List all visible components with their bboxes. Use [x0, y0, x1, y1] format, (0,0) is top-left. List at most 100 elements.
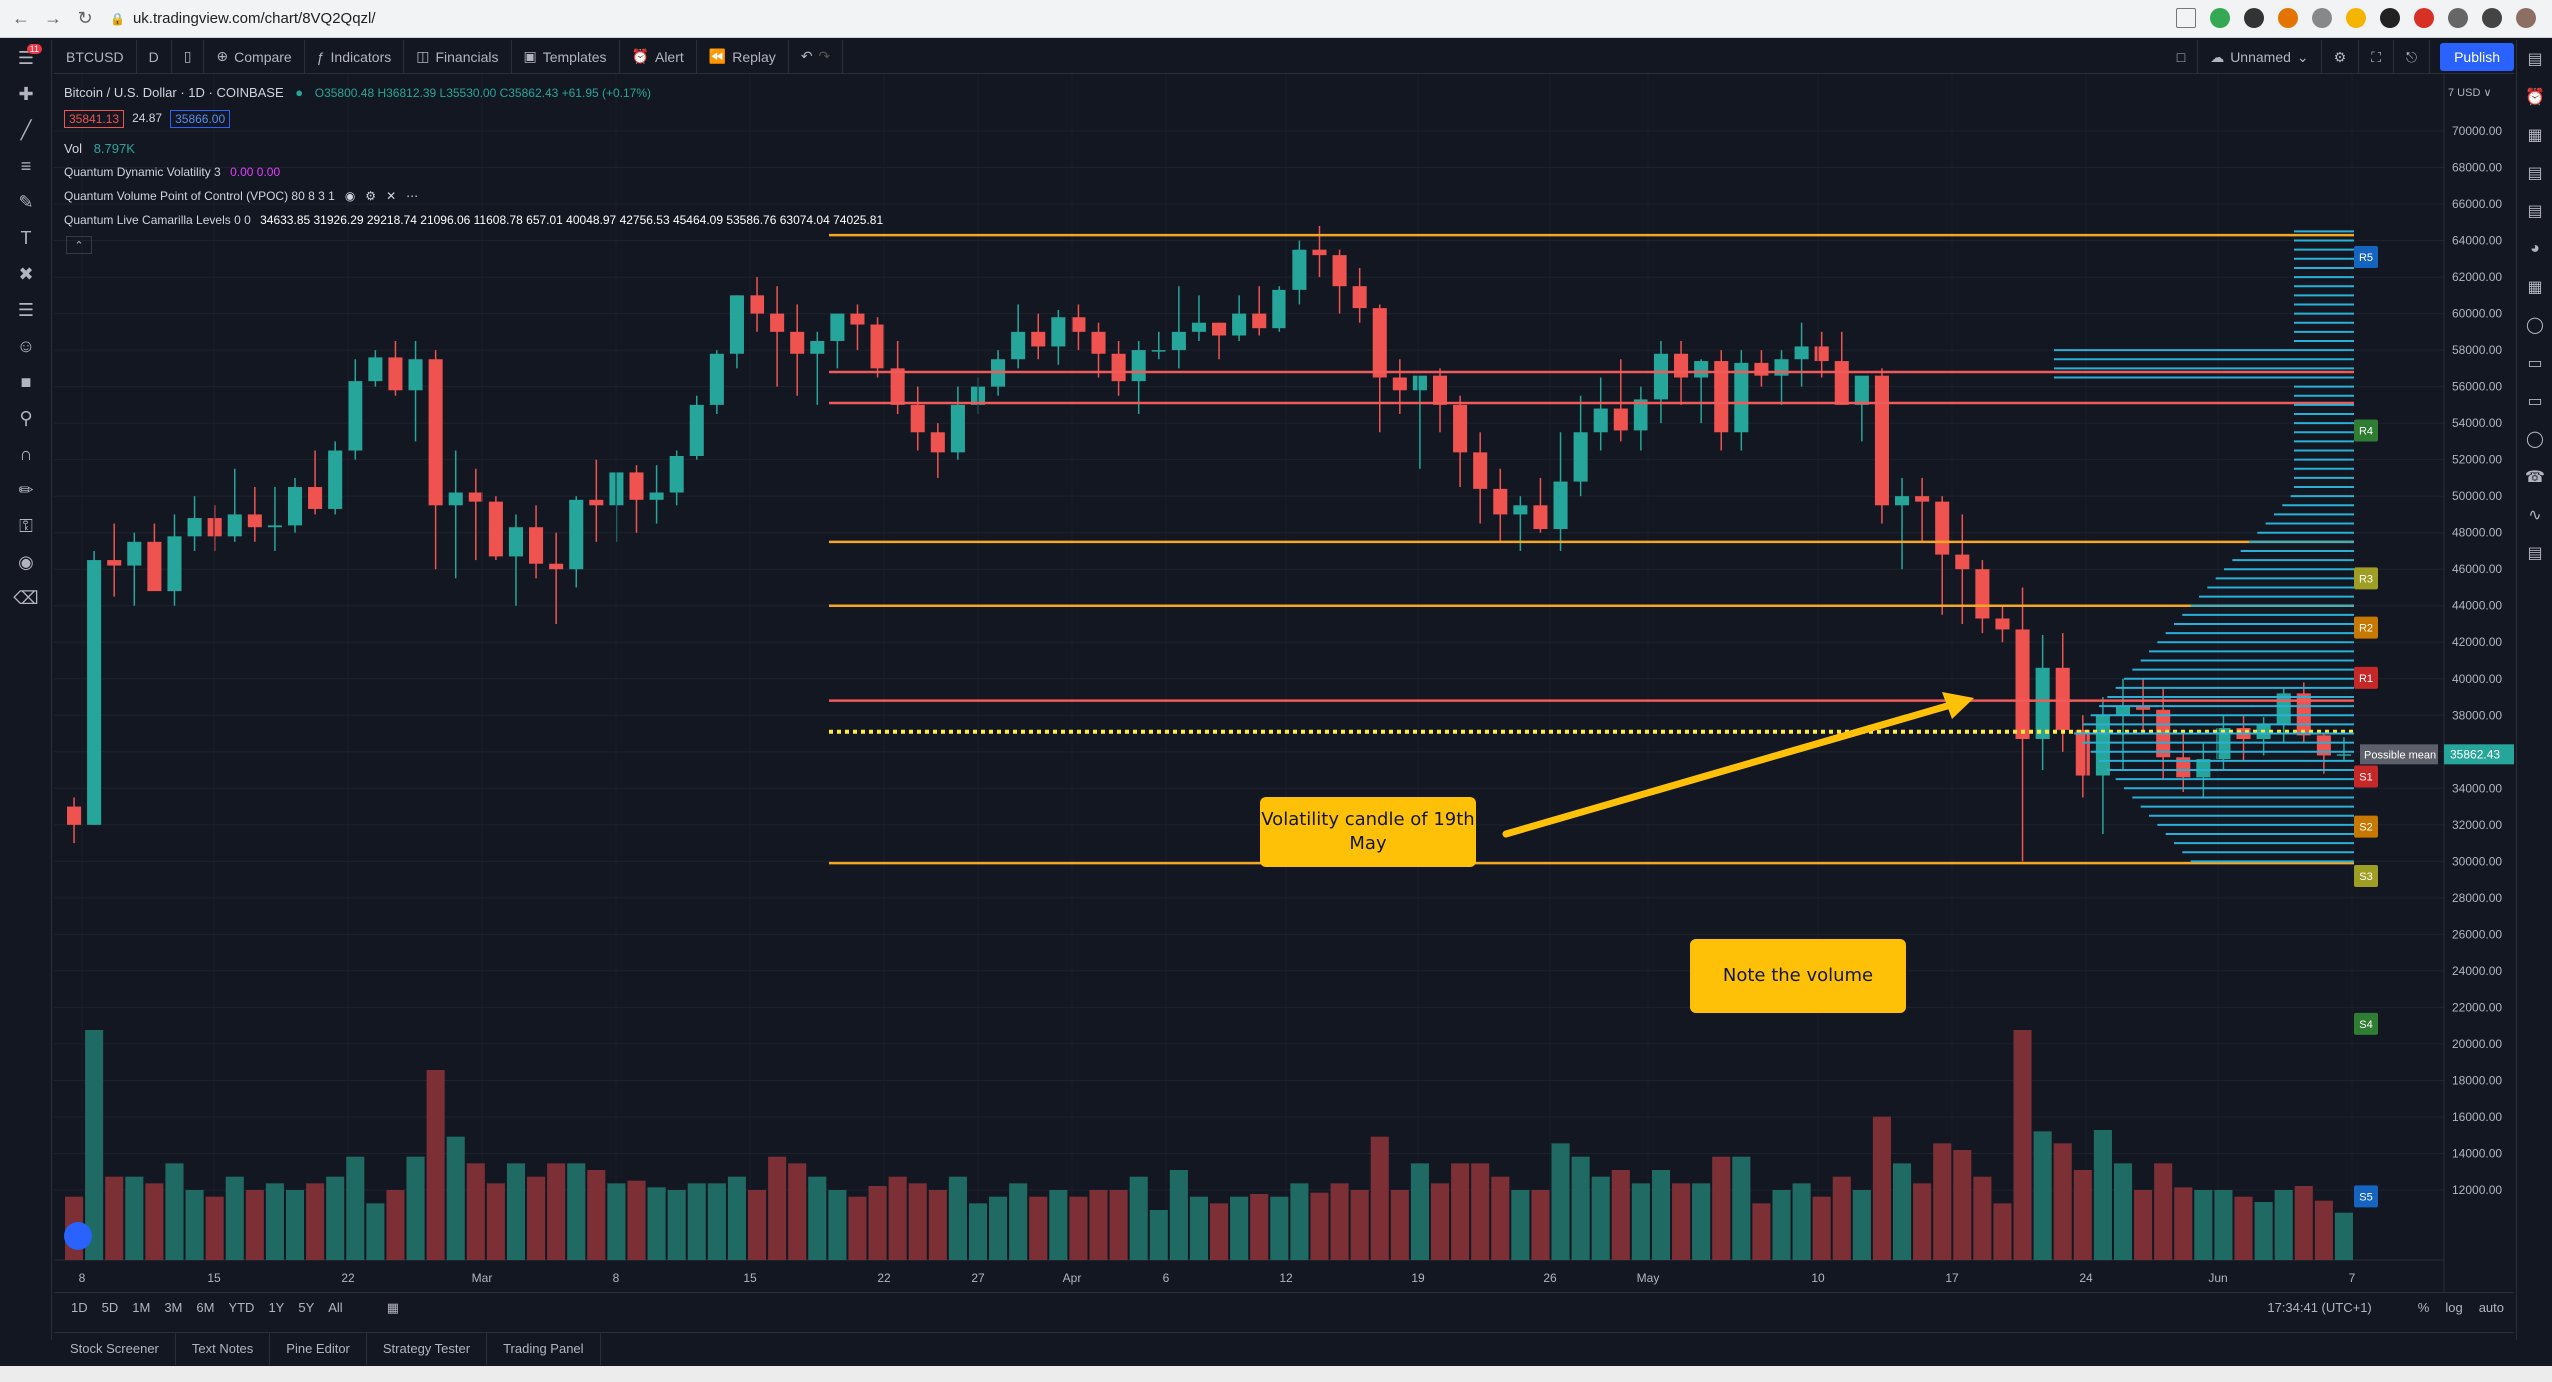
- text-icon[interactable]: T: [20, 227, 32, 248]
- extension-icon[interactable]: [2244, 8, 2264, 28]
- extension-icon[interactable]: [2210, 8, 2230, 28]
- interval-button[interactable]: D: [137, 39, 172, 74]
- trash-icon[interactable]: ⌫: [13, 587, 39, 608]
- close-icon[interactable]: ✕: [386, 189, 397, 203]
- financials-button[interactable]: ◫ Financials: [404, 39, 512, 74]
- layout-name-button[interactable]: ☁ Unnamed ⌄: [2198, 40, 2322, 74]
- extension-icon[interactable]: [2380, 8, 2400, 28]
- auto-toggle[interactable]: auto: [2478, 1300, 2504, 1315]
- alert-button[interactable]: ⏰ Alert: [620, 39, 697, 74]
- eye-icon[interactable]: ◉: [344, 189, 356, 203]
- tradingview-logo-icon[interactable]: [64, 1222, 92, 1250]
- goto-date-icon[interactable]: ▦: [386, 1299, 399, 1315]
- gear-icon[interactable]: ⚙: [365, 189, 377, 203]
- chart-type-button[interactable]: ▯: [172, 39, 205, 74]
- chart-icon[interactable]: ∿: [2528, 507, 2542, 524]
- hotlist-icon[interactable]: ▤: [2527, 165, 2543, 182]
- extension-icon[interactable]: [2346, 8, 2366, 28]
- avatar[interactable]: [2516, 8, 2536, 28]
- watchlist-icon[interactable]: ▤: [2527, 51, 2543, 68]
- indicators-button[interactable]: ƒ Indicators: [305, 39, 405, 74]
- settings-button[interactable]: ⚙: [2322, 40, 2360, 74]
- volume-bar: [1852, 1190, 1871, 1260]
- range-ytd[interactable]: YTD: [228, 1300, 255, 1315]
- pattern-icon[interactable]: ✖: [18, 263, 34, 284]
- replay-button[interactable]: ⏪ Replay: [697, 39, 789, 74]
- trend-line-icon[interactable]: ╱: [20, 119, 32, 140]
- symbol-search[interactable]: BTCUSD: [54, 39, 137, 74]
- lightbulb-icon[interactable]: ◯: [2526, 317, 2544, 334]
- snapshot-button[interactable]: ⎋: [2394, 40, 2431, 74]
- panel-tab-trading-panel[interactable]: Trading Panel: [487, 1332, 601, 1365]
- volume-bar: [1310, 1192, 1329, 1260]
- prediction-icon[interactable]: ☰: [17, 299, 35, 320]
- range-5y[interactable]: 5Y: [298, 1300, 315, 1315]
- notifications-icon[interactable]: ☎: [2525, 469, 2545, 486]
- legend-interval: 1D: [188, 85, 205, 100]
- panel-tab-stock-screener[interactable]: Stock Screener: [54, 1332, 176, 1365]
- zoom-icon[interactable]: ⚲: [19, 407, 33, 428]
- candle-body: [1111, 353, 1126, 382]
- candle-body: [930, 432, 945, 453]
- percent-toggle[interactable]: %: [2417, 1300, 2430, 1315]
- bid-price[interactable]: 35841.13: [64, 110, 125, 128]
- star-icon[interactable]: [2176, 8, 2196, 28]
- dom-icon[interactable]: ▤: [2527, 545, 2543, 562]
- chart-canvas[interactable]: 70000.00 68000.00 66000.00 64000.00 62000.00…: [54, 74, 2514, 1292]
- price-tick-label: 48000.00: [2452, 526, 2502, 540]
- menu-icon[interactable]: [2482, 8, 2502, 28]
- range-6m[interactable]: 6M: [196, 1300, 215, 1315]
- currency-label[interactable]: 7 USD ∨: [2448, 87, 2492, 99]
- collapse-legend-button[interactable]: ⌃: [66, 236, 92, 254]
- chat-icon[interactable]: ▭: [2527, 355, 2543, 372]
- fib-icon[interactable]: ≡: [20, 155, 32, 176]
- compare-button[interactable]: ⊕ Compare: [204, 39, 305, 74]
- forward-icon[interactable]: →: [44, 8, 62, 28]
- ask-price[interactable]: 35866.00: [170, 110, 231, 128]
- data-window-icon[interactable]: ▦: [2527, 127, 2543, 144]
- ideas-icon[interactable]: ◕: [2530, 240, 2540, 257]
- range-all[interactable]: All: [328, 1300, 343, 1315]
- crosshair-icon[interactable]: ✚: [18, 83, 34, 104]
- streams-icon[interactable]: ▭: [2527, 393, 2543, 410]
- ruler-icon[interactable]: ■: [20, 371, 32, 392]
- range-3m[interactable]: 3M: [164, 1300, 183, 1315]
- undo-button[interactable]: ↶ ↷: [789, 39, 844, 74]
- alert-label: Alert: [654, 48, 684, 65]
- pencil-lock-icon[interactable]: ✏: [18, 479, 34, 500]
- fullscreen-button[interactable]: ⛶: [2359, 40, 2394, 74]
- emoji-icon[interactable]: ☺: [16, 335, 36, 356]
- menu-icon[interactable]: ☰ 11: [0, 40, 52, 76]
- range-1d[interactable]: 1D: [71, 1300, 88, 1315]
- help-icon[interactable]: ◯: [2526, 431, 2544, 448]
- brush-icon[interactable]: ✎: [18, 191, 34, 212]
- volume-bar: [1230, 1196, 1249, 1260]
- alerts-icon[interactable]: ⏰: [2525, 89, 2545, 106]
- magnet-icon[interactable]: ∩: [19, 443, 33, 464]
- volume-bar: [1491, 1176, 1510, 1260]
- calendar-icon[interactable]: ▤: [2527, 203, 2543, 220]
- extension-icon[interactable]: [2312, 8, 2332, 28]
- log-toggle[interactable]: log: [2445, 1300, 2463, 1315]
- panel-tab-strategy-tester[interactable]: Strategy Tester: [367, 1332, 488, 1365]
- panel-tab-pine-editor[interactable]: Pine Editor: [270, 1332, 367, 1365]
- range-1y[interactable]: 1Y: [268, 1300, 285, 1315]
- volume-callout: Note the volume: [1690, 939, 1906, 1013]
- more-icon[interactable]: ⋯: [406, 189, 419, 203]
- back-icon[interactable]: ←: [12, 8, 30, 28]
- puzzle-icon[interactable]: [2448, 8, 2468, 28]
- extension-icon[interactable]: [2278, 8, 2298, 28]
- lock-icon[interactable]: ⚿: [19, 515, 33, 536]
- layout-select-button[interactable]: □: [2165, 40, 2199, 74]
- templates-button[interactable]: ▣ Templates: [512, 39, 620, 74]
- range-1m[interactable]: 1M: [132, 1300, 151, 1315]
- reload-icon[interactable]: ↻: [77, 8, 93, 28]
- grid-icon[interactable]: ▦: [2527, 279, 2543, 296]
- eye-icon[interactable]: ◉: [18, 551, 34, 572]
- publish-button[interactable]: Publish: [2440, 43, 2514, 71]
- address-bar[interactable]: 🔒 uk.tradingview.com/chart/8VQ2Qqzl/: [110, 10, 376, 27]
- panel-tab-text-notes[interactable]: Text Notes: [176, 1332, 271, 1365]
- extension-icon[interactable]: [2414, 8, 2434, 28]
- range-5d[interactable]: 5D: [101, 1300, 119, 1315]
- level-tag-label: S3: [2359, 871, 2372, 883]
